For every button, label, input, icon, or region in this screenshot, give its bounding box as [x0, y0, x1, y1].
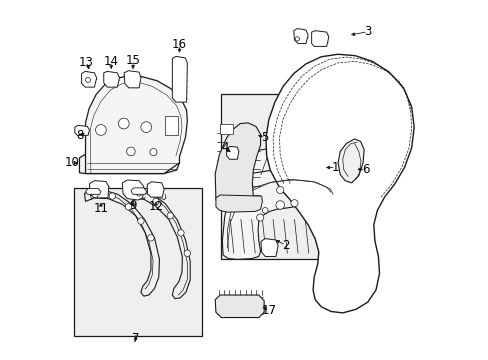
Text: 14: 14 [103, 55, 118, 68]
Circle shape [147, 235, 154, 241]
Polygon shape [85, 189, 101, 194]
Polygon shape [131, 188, 146, 194]
Circle shape [136, 190, 142, 196]
Circle shape [126, 147, 135, 156]
Polygon shape [103, 71, 119, 87]
Circle shape [166, 212, 173, 219]
Polygon shape [84, 189, 159, 296]
Text: 1: 1 [331, 161, 339, 174]
Text: 11: 11 [93, 202, 108, 215]
Circle shape [141, 122, 151, 132]
Circle shape [118, 118, 129, 129]
Text: 15: 15 [125, 54, 140, 67]
Polygon shape [89, 181, 108, 198]
Polygon shape [315, 176, 332, 205]
Polygon shape [215, 295, 264, 318]
Circle shape [85, 77, 90, 82]
Polygon shape [222, 162, 334, 259]
Circle shape [276, 186, 283, 194]
Text: 16: 16 [172, 39, 186, 51]
Polygon shape [122, 180, 143, 200]
Polygon shape [80, 152, 179, 174]
Polygon shape [220, 123, 233, 134]
Text: 10: 10 [65, 156, 80, 169]
Polygon shape [215, 123, 260, 210]
Text: 7: 7 [132, 333, 139, 346]
Polygon shape [337, 139, 364, 183]
Bar [74, 188, 202, 337]
Polygon shape [147, 182, 164, 197]
Circle shape [184, 250, 190, 256]
Polygon shape [293, 28, 307, 44]
Bar [221, 94, 336, 259]
Polygon shape [265, 54, 413, 313]
Circle shape [177, 230, 184, 236]
Polygon shape [311, 31, 328, 46]
Circle shape [295, 37, 299, 41]
Polygon shape [126, 189, 190, 298]
Text: 12: 12 [148, 200, 163, 213]
Text: 8: 8 [76, 129, 84, 142]
Circle shape [262, 207, 267, 213]
Polygon shape [124, 71, 141, 88]
Circle shape [290, 200, 298, 207]
Circle shape [152, 198, 159, 204]
Text: 6: 6 [362, 163, 369, 176]
Circle shape [149, 149, 157, 156]
Circle shape [275, 201, 284, 209]
Polygon shape [172, 57, 187, 102]
Polygon shape [85, 76, 187, 174]
Polygon shape [216, 195, 262, 212]
Text: 4: 4 [221, 141, 228, 154]
Circle shape [95, 125, 106, 135]
Polygon shape [165, 116, 178, 135]
Polygon shape [319, 180, 330, 198]
Text: 2: 2 [282, 239, 289, 252]
Text: 9: 9 [129, 198, 137, 212]
Polygon shape [223, 148, 332, 184]
Circle shape [256, 214, 263, 221]
Text: 13: 13 [79, 55, 94, 69]
Polygon shape [226, 147, 238, 159]
Text: 3: 3 [363, 25, 371, 38]
Polygon shape [261, 239, 278, 256]
Polygon shape [81, 71, 97, 87]
Circle shape [109, 193, 115, 199]
Circle shape [125, 203, 131, 210]
Polygon shape [75, 125, 89, 135]
Circle shape [92, 191, 98, 198]
Text: 5: 5 [261, 131, 268, 144]
Circle shape [138, 218, 144, 224]
Text: 17: 17 [262, 304, 276, 317]
